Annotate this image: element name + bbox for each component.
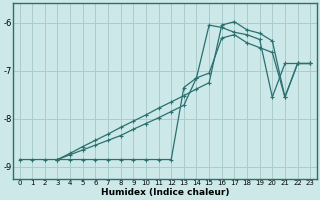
X-axis label: Humidex (Indice chaleur): Humidex (Indice chaleur) — [100, 188, 229, 197]
